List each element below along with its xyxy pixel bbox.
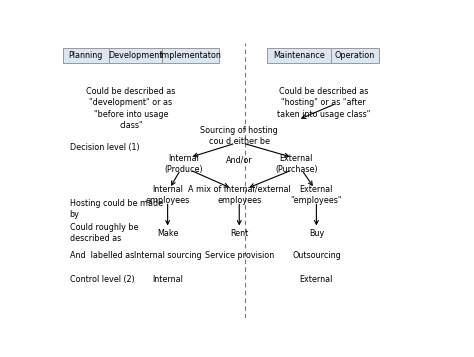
Text: Control level (2): Control level (2): [70, 275, 134, 284]
Text: Implementaton: Implementaton: [160, 51, 221, 60]
Text: Make: Make: [157, 228, 178, 237]
Text: Hosting could be made
by: Hosting could be made by: [70, 199, 163, 219]
FancyBboxPatch shape: [109, 48, 162, 64]
Text: Internal
(Produce): Internal (Produce): [165, 154, 203, 174]
Text: Decision level (1): Decision level (1): [70, 144, 139, 152]
Text: And/or: And/or: [226, 156, 253, 165]
Text: Could roughly be
described as: Could roughly be described as: [70, 223, 138, 243]
Text: Internal
employees: Internal employees: [146, 185, 190, 205]
Text: Rent: Rent: [230, 228, 248, 237]
Text: Could be described as
"hosting" or as "after
taken into usage class": Could be described as "hosting" or as "a…: [277, 87, 370, 119]
Text: Outsourcing: Outsourcing: [292, 251, 341, 260]
Text: Internal sourcing: Internal sourcing: [134, 251, 201, 260]
Text: Development: Development: [108, 51, 163, 60]
Text: External
"employees": External "employees": [291, 185, 342, 205]
FancyBboxPatch shape: [331, 48, 379, 64]
Text: External: External: [300, 275, 333, 284]
FancyBboxPatch shape: [267, 48, 331, 64]
Text: External
(Purchase): External (Purchase): [275, 154, 318, 174]
Text: Buy: Buy: [309, 228, 324, 237]
FancyBboxPatch shape: [162, 48, 219, 64]
Text: Internal: Internal: [152, 275, 183, 284]
Text: Maintenance: Maintenance: [273, 51, 325, 60]
Text: Could be described as
"development" or as
"before into usage
class": Could be described as "development" or a…: [86, 87, 175, 130]
Text: Service provision: Service provision: [205, 251, 274, 260]
Text: Operation: Operation: [335, 51, 375, 60]
Text: A mix of internal/external
employees: A mix of internal/external employees: [188, 185, 291, 205]
Text: And  labelled as: And labelled as: [70, 251, 134, 260]
FancyBboxPatch shape: [63, 48, 109, 64]
Text: Planning: Planning: [69, 51, 103, 60]
Text: Sourcing of hosting
cou d either be: Sourcing of hosting cou d either be: [201, 126, 278, 146]
